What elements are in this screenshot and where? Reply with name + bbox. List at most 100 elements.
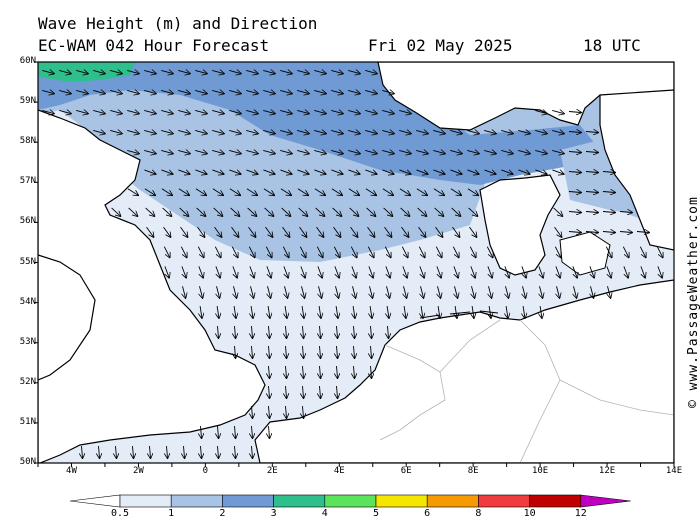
wave-arrow xyxy=(217,286,220,298)
wave-arrow xyxy=(212,150,224,153)
wave-arrow xyxy=(59,90,71,93)
wave-arrow xyxy=(127,130,139,133)
wave-arrow xyxy=(382,169,393,174)
lon-label: 0 xyxy=(202,466,209,476)
lon-label: 2E xyxy=(266,466,278,476)
wave-arrow xyxy=(265,226,273,237)
wave-arrow xyxy=(388,325,389,338)
lon-label: 12E xyxy=(598,466,616,476)
wave-arrow xyxy=(365,188,376,195)
wave-arrow xyxy=(198,266,203,277)
wave-arrow xyxy=(416,150,428,153)
lat-label: 54N xyxy=(19,296,36,307)
colorbar xyxy=(69,494,631,508)
wave-arrow xyxy=(450,130,462,133)
wave-arrow xyxy=(568,232,581,233)
wave-arrow xyxy=(401,226,409,237)
wave-arrow xyxy=(316,246,322,258)
wave-arrow xyxy=(331,130,343,133)
wave-arrow xyxy=(334,266,339,277)
wave-arrow xyxy=(452,246,458,258)
wave-arrow xyxy=(314,130,326,133)
wave-arrow xyxy=(144,110,156,113)
wave-arrow xyxy=(235,445,236,458)
wave-arrow xyxy=(553,207,563,216)
country-borders xyxy=(379,319,674,463)
wave-arrow xyxy=(382,130,394,133)
wave-arrow xyxy=(99,445,100,458)
wave-arrow xyxy=(367,246,373,258)
wave-arrow xyxy=(371,345,372,358)
wave-arrow xyxy=(320,345,321,358)
wave-arrow xyxy=(230,207,240,216)
wave-arrow xyxy=(523,286,526,298)
wave-arrow xyxy=(93,130,105,133)
wave-arrow xyxy=(554,226,562,237)
wave-arrow xyxy=(268,306,270,318)
wave-arrow xyxy=(438,306,440,318)
wave-arrow xyxy=(269,365,270,378)
wave-arrow xyxy=(333,226,341,237)
wave-arrow xyxy=(605,246,611,258)
wave-arrow xyxy=(263,188,274,195)
wave-arrow xyxy=(201,445,202,458)
wave-arrow xyxy=(229,130,241,133)
wave-arrow xyxy=(281,207,291,216)
wave-arrow xyxy=(348,130,360,133)
wave-arrow xyxy=(348,169,359,174)
wave-arrow xyxy=(319,286,322,298)
wave-arrow xyxy=(195,130,207,133)
wave-arrow xyxy=(303,365,304,378)
colorbar-low-triangle xyxy=(69,494,121,508)
wave-arrow xyxy=(486,246,492,258)
wave-arrow xyxy=(144,169,155,174)
colorbar-tick-label: 12 xyxy=(574,508,587,519)
colorbar-segment xyxy=(324,494,377,508)
wave-arrow xyxy=(111,207,121,216)
wave-arrow xyxy=(436,266,441,277)
wave-arrow xyxy=(200,306,202,318)
wave-arrow xyxy=(382,188,393,195)
wave-arrow xyxy=(552,130,564,133)
wave-arrow xyxy=(484,150,496,153)
wave-arrow xyxy=(264,207,274,216)
wave-arrow xyxy=(297,150,309,153)
wave-arrow xyxy=(331,70,343,73)
colorbar-segment xyxy=(119,494,172,508)
colorbar-tick-label: 1 xyxy=(168,508,175,519)
wave-arrow xyxy=(585,172,598,173)
wave-arrow xyxy=(591,286,594,298)
wave-arrow xyxy=(163,226,171,237)
wave-arrow xyxy=(146,226,154,237)
colorbar-tick-label: 5 xyxy=(372,508,380,519)
wave-arrow xyxy=(286,385,287,398)
lat-label: 51N xyxy=(19,416,36,427)
wave-arrow xyxy=(365,110,377,113)
wave-arrow xyxy=(248,246,254,258)
wave-arrow xyxy=(555,266,560,277)
colorbar-high-triangle xyxy=(580,494,631,508)
wave-arrow xyxy=(371,365,372,378)
wave-arrow xyxy=(127,70,139,73)
wave-arrow xyxy=(434,207,444,216)
colorbar-segment xyxy=(478,494,530,508)
wave-arrow xyxy=(286,345,287,358)
wave-arrow xyxy=(195,70,207,73)
wave-arrow xyxy=(269,345,270,358)
wave-arrow xyxy=(451,207,461,216)
wave-arrow xyxy=(418,226,426,237)
wave-arrow xyxy=(178,169,189,174)
wave-arrow xyxy=(387,306,389,318)
wave-arrow xyxy=(286,325,287,338)
wave-arrow xyxy=(450,150,462,153)
axis-ticks xyxy=(34,61,675,467)
forecast-date: Fri 02 May 2025 xyxy=(368,36,513,55)
land-denmark xyxy=(479,174,561,276)
wave-arrow xyxy=(179,207,189,216)
wave-arrow xyxy=(180,246,186,258)
wave-arrow xyxy=(82,445,83,458)
wave-arrow xyxy=(178,110,190,113)
wave-arrow xyxy=(282,246,288,258)
